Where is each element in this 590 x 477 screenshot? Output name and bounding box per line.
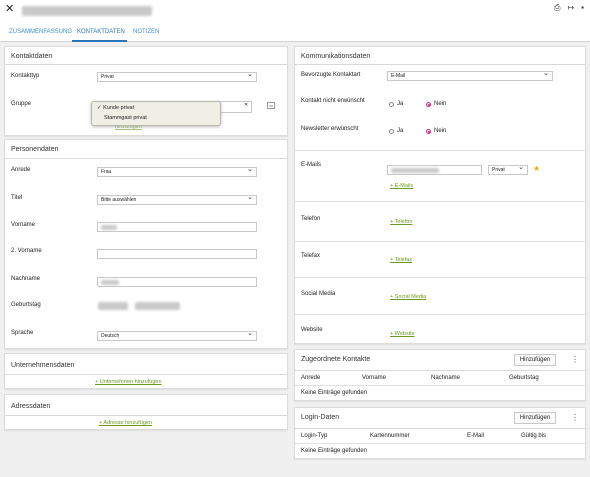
tab-bar: ZUSAMMENFASSUNG KONTAKTDATEN NOTIZEN [0, 22, 590, 42]
adressdaten-card: Adressdaten + Adresse hinzufügen [4, 394, 288, 430]
column-header: Anrede [301, 375, 321, 381]
radio-ja-label: Ja [397, 128, 404, 134]
geburtstag-label: Geburtstag [11, 302, 41, 308]
anrede-label: Anrede [11, 167, 31, 173]
website-label: Website [301, 327, 323, 333]
column-header: Kartennummer [370, 433, 410, 439]
zugeordnete-add-button[interactable]: Hinzufügen [514, 354, 556, 366]
column-header: E-Mail [467, 433, 485, 439]
card-title: Personendaten [11, 146, 59, 153]
column-header: Geburtstag [509, 375, 539, 381]
print-icon[interactable]: ⎙ [554, 3, 561, 12]
geburtstag-day-blurred[interactable] [98, 302, 128, 310]
star-icon[interactable]: ★ [533, 164, 541, 173]
card-title: Kontaktdaten [11, 53, 53, 60]
column-header: Nachname [431, 375, 461, 381]
gruppe-label: Gruppe [11, 101, 32, 107]
empty-state-text: Keine Einträge gefunden [301, 448, 368, 454]
kontakttyp-select[interactable]: Privat [97, 71, 257, 82]
kontakttyp-label: Kontakttyp [11, 73, 40, 79]
card-title: Unternehmensdaten [11, 362, 75, 369]
gruppe-option-stammgast-privat[interactable]: Stammgast privat [104, 115, 147, 121]
newsletter-ja-radio[interactable] [389, 129, 394, 134]
unternehmensdaten-card: Unternehmensdaten + Unternehmen hinzufüg… [4, 353, 288, 389]
comment-icon[interactable]: ▪ [581, 3, 584, 12]
sprache-select[interactable]: Deutsch [97, 330, 257, 341]
bevorzugte-kontaktart-label: Bevorzugte Kontaktart [301, 72, 361, 78]
tab-zusammenfassung[interactable]: ZUSAMMENFASSUNG [9, 29, 73, 35]
title-bar: ✕ ⎙ ↦ ▪ [0, 0, 590, 22]
add-website-link[interactable]: + Website [390, 331, 415, 337]
geburtstag-date-blurred[interactable] [135, 302, 180, 310]
add-social-media-link[interactable]: + Social Media [390, 294, 427, 300]
contact-name-title-blurred [22, 6, 152, 16]
tab-kontaktdaten[interactable]: KONTAKTDATEN [77, 29, 125, 35]
anrede-select[interactable]: Frau [97, 166, 257, 177]
email-input[interactable] [387, 165, 482, 175]
newsletter-label: Newsletter erwünscht [301, 126, 359, 132]
social-media-label: Social Media [301, 291, 336, 297]
titel-select[interactable]: Bitte auswählen [97, 194, 257, 205]
gruppe-add-link[interactable]: hinzufügen [115, 124, 142, 130]
nachname-input[interactable] [97, 277, 257, 287]
export-icon[interactable]: ↦ [567, 3, 575, 12]
personendaten-card: Personendaten Anrede Frau Titel Bitte au… [4, 139, 288, 349]
card-title: Kommunikationsdaten [301, 53, 371, 60]
card-title: Adressdaten [11, 403, 51, 410]
zweiter-vorname-label: 2. Vorname [11, 248, 42, 254]
add-adresse-link[interactable]: + Adresse hinzufügen [99, 420, 153, 426]
add-email-link[interactable]: + E-Mails [390, 183, 414, 189]
login-menu-icon[interactable]: ⋮ [571, 413, 579, 422]
telefax-label: Telefax [301, 253, 321, 259]
gruppe-dropdown: ✓ Kunde privat Stammgast privat [91, 101, 221, 126]
nicht-erwuenscht-nein-radio[interactable] [426, 102, 431, 107]
nicht-erwuenscht-ja-radio[interactable] [389, 102, 394, 107]
tab-notizen[interactable]: NOTIZEN [133, 29, 160, 35]
close-icon[interactable]: ✕ [5, 3, 15, 15]
column-header: Gültig bis [521, 433, 547, 439]
card-title: Login-Daten [301, 414, 340, 421]
gruppe-edit-icon[interactable]: ▭ [267, 102, 275, 109]
add-telefax-link[interactable]: + Telefax [390, 257, 413, 263]
card-title: Zugeordnete Kontakte [301, 356, 371, 363]
column-header: Login-Typ [301, 433, 328, 439]
kommunikationsdaten-card: Kommunikationsdaten Bevorzugte Kontaktar… [294, 46, 586, 344]
radio-nein-label: Nein [434, 101, 447, 107]
check-icon: ✓ [97, 105, 102, 111]
gruppe-option-kunde-privat[interactable]: ✓ Kunde privat [97, 105, 135, 111]
vorname-label: Vorname [11, 222, 36, 228]
nachname-label: Nachname [11, 276, 41, 282]
login-daten-card: Login-Daten Hinzufügen ⋮ Login-Typ Karte… [294, 407, 586, 459]
emails-label: E-Mails [301, 162, 322, 168]
kontakt-nicht-erwuenscht-label: Kontakt nicht erwünscht [301, 98, 365, 104]
vorname-input[interactable] [97, 222, 257, 232]
add-unternehmen-link[interactable]: + Unternehmen hinzufügen [95, 379, 162, 385]
email-type-select[interactable]: Privat [488, 164, 528, 175]
zugeordnete-menu-icon[interactable]: ⋮ [571, 355, 579, 364]
gruppe-clear-icon[interactable]: ✕ [244, 102, 249, 108]
titel-label: Titel [11, 195, 23, 201]
telefon-label: Telefon [301, 216, 321, 222]
newsletter-nein-radio[interactable] [426, 129, 431, 134]
radio-ja-label: Ja [397, 101, 404, 107]
empty-state-text: Keine Einträge gefunden [301, 390, 368, 396]
add-telefon-link[interactable]: + Telefon [390, 219, 413, 225]
login-add-button[interactable]: Hinzufügen [514, 412, 556, 424]
zweiter-vorname-input[interactable] [97, 249, 257, 259]
bevorzugte-kontaktart-select[interactable]: E-Mail [387, 70, 553, 81]
active-tab-indicator [72, 40, 127, 42]
sprache-label: Sprache [11, 330, 34, 336]
zugeordnete-kontakte-card: Zugeordnete Kontakte Hinzufügen ⋮ Anrede… [294, 349, 586, 401]
radio-nein-label: Nein [434, 128, 447, 134]
column-header: Vorname [362, 375, 387, 381]
